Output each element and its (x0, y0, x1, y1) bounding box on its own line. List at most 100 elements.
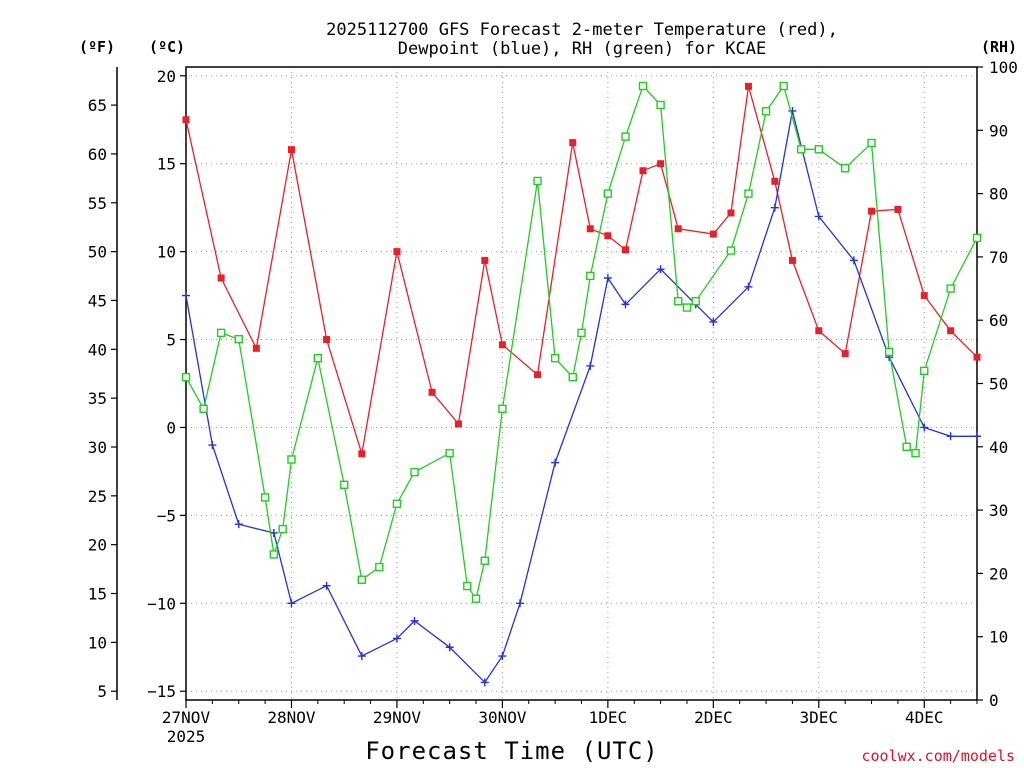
data-point (278, 524, 287, 534)
data-point (269, 550, 279, 559)
x-tick-label: 2DEC (694, 708, 733, 727)
data-point (884, 347, 894, 357)
data-point (656, 265, 665, 274)
fahrenheit-tick-label: 20 (88, 536, 107, 555)
credit-text: coolwx.com/models (861, 747, 1015, 765)
data-point (392, 634, 401, 643)
data-point (393, 248, 401, 256)
data-point (744, 282, 753, 291)
data-point (761, 107, 771, 116)
data-point (771, 177, 779, 185)
rh-tick-label: 10 (989, 628, 1008, 647)
rh-tick-label: 60 (989, 311, 1008, 330)
data-point (260, 493, 270, 502)
data-point (586, 225, 594, 233)
data-point (410, 467, 419, 477)
axes (111, 66, 983, 708)
data-point (217, 274, 225, 282)
data-point (454, 420, 462, 428)
celsius-unit-label: (ºC) (149, 38, 185, 56)
data-point (463, 581, 472, 591)
data-point (691, 297, 700, 306)
data-point (621, 132, 630, 141)
data-point (841, 350, 849, 358)
data-point (727, 209, 735, 217)
chart-title-line1: 2025112700 GFS Forecast 2-meter Temperat… (326, 20, 838, 40)
data-point (920, 292, 928, 300)
series-relative-humidity (181, 81, 982, 603)
data-point (357, 652, 366, 661)
data-point (392, 499, 402, 508)
data-point (569, 139, 577, 147)
fahrenheit-tick-label: 15 (88, 585, 107, 604)
rh-tick-label: 50 (989, 375, 1008, 394)
data-point (357, 575, 367, 584)
fahrenheit-tick-label: 45 (88, 291, 107, 310)
data-point (726, 246, 736, 255)
data-point (586, 271, 595, 281)
data-point (323, 336, 331, 344)
x-tick-label: 29NOV (373, 708, 422, 727)
data-point (709, 317, 718, 326)
data-point (744, 82, 752, 90)
data-point (533, 176, 542, 186)
data-series (181, 81, 982, 687)
data-point (340, 480, 349, 489)
data-point (840, 164, 850, 173)
data-point (234, 520, 243, 529)
series-line (185, 110, 977, 684)
data-point (471, 594, 481, 603)
tick-labels: 27NOV 28NOV 29NOV 30NOV 1DEC 2DEC 3DEC 4DEC2025… (88, 58, 1018, 746)
fahrenheit-tick-label: 60 (88, 145, 107, 164)
data-point (603, 274, 612, 282)
celsius-tick-label: −10 (147, 594, 176, 613)
data-point (480, 678, 489, 687)
data-point (621, 300, 630, 309)
data-point (709, 230, 717, 238)
data-point (744, 189, 753, 198)
data-point (577, 328, 586, 338)
rh-tick-label: 20 (989, 564, 1008, 583)
data-point (428, 388, 436, 396)
series-2-meter-temperature (182, 82, 981, 458)
data-point (639, 167, 647, 175)
x-tick-label: 30NOV (478, 708, 527, 727)
plot-frame (185, 66, 978, 701)
series-line (185, 84, 978, 601)
fahrenheit-tick-label: 35 (88, 389, 107, 408)
data-point (603, 189, 613, 198)
celsius-tick-label: −5 (157, 506, 176, 525)
data-point (674, 225, 682, 233)
fahrenheit-tick-label: 5 (97, 682, 107, 701)
data-point (410, 616, 419, 625)
fahrenheit-tick-label: 25 (88, 487, 107, 506)
x-tick-label: 4DEC (905, 708, 944, 727)
celsius-tick-label: 20 (157, 67, 176, 86)
data-point (656, 100, 665, 110)
data-point (182, 116, 190, 124)
data-point (375, 562, 384, 572)
data-point (445, 448, 454, 458)
data-point (920, 366, 929, 376)
rh-tick-label: 30 (989, 501, 1008, 520)
data-point (498, 404, 507, 414)
data-point (534, 371, 542, 379)
rh-unit-label: (RH) (981, 38, 1017, 56)
data-point (674, 297, 683, 306)
data-point (216, 328, 226, 338)
data-point (911, 448, 920, 458)
x-axis-title: Forecast Time (UTC) (365, 737, 659, 765)
data-point (947, 327, 955, 335)
data-point (586, 361, 595, 370)
rh-tick-label: 40 (989, 438, 1008, 457)
data-point (182, 291, 190, 300)
rh-tick-label: 0 (989, 691, 999, 710)
x-tick-label: 28NOV (267, 708, 316, 727)
data-point (779, 81, 788, 91)
x-tick-label: 27NOV (162, 708, 211, 727)
data-point (868, 207, 876, 215)
gridlines (186, 67, 977, 700)
data-point (657, 160, 665, 168)
data-point (604, 232, 612, 240)
